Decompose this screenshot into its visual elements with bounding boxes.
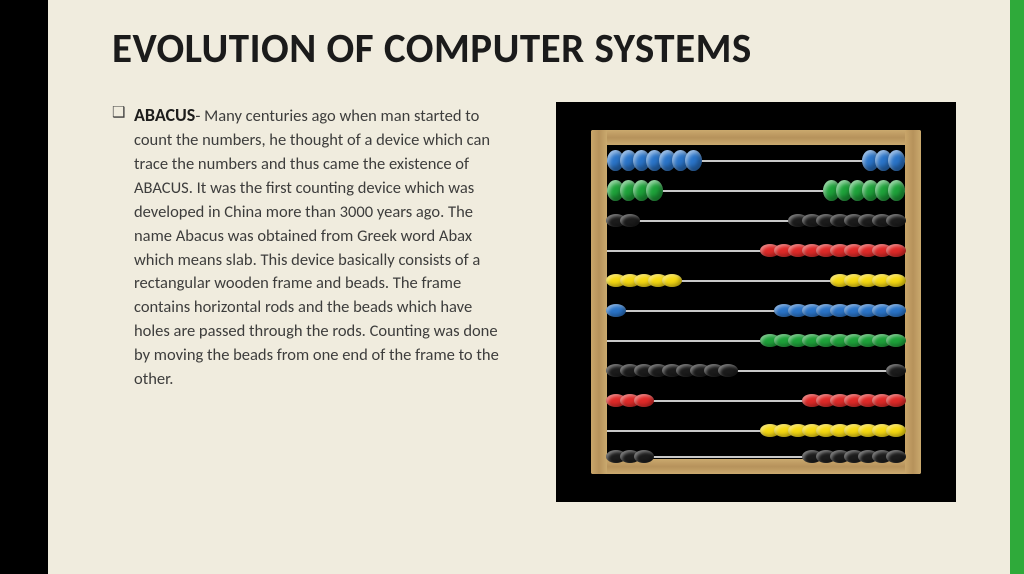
frame-right [905,130,921,474]
content-row: ABACUS- Many centuries ago when man star… [112,102,976,502]
abacus-bead [718,364,738,377]
abacus-bead [646,180,663,201]
abacus-bead-row [607,269,905,291]
slide-content: EVOLUTION OF COMPUTER SYSTEMS ABACUS- Ma… [48,0,1010,574]
abacus-bead [886,394,906,407]
frame-top [591,130,921,145]
abacus-bead [634,394,654,407]
abacus-bead-row [607,149,905,171]
abacus-image [556,102,956,502]
abacus-bead [620,214,640,227]
abacus-bead-row [607,389,905,411]
wavy-left-edge [0,0,48,574]
abacus-bead-row [607,329,905,351]
abacus-bead-row [607,359,905,381]
abacus-bead [888,180,905,201]
abacus-bead [886,244,906,257]
abacus-bead-row [607,419,905,441]
abacus-bead [662,274,682,287]
bullet-lead: ABACUS [134,104,195,126]
abacus-bead [886,364,906,377]
body-text-column: ABACUS- Many centuries ago when man star… [112,102,507,392]
abacus-bead-row [607,445,905,467]
frame-left [591,130,607,474]
abacus-bead-row [607,179,905,201]
abacus-bead [606,304,626,317]
bullet-body: - Many centuries ago when man started to… [134,106,499,389]
abacus-bead [634,450,654,463]
right-accent-stripe [1010,0,1024,574]
abacus-bead-row [607,239,905,261]
abacus-frame [591,130,921,474]
abacus-bead [886,274,906,287]
abacus-bead-row [607,299,905,321]
abacus-bead [886,304,906,317]
abacus-bead [886,334,906,347]
abacus-bead [886,424,906,437]
figure-column [535,102,976,502]
abacus-bead [685,150,702,171]
abacus-bead [886,450,906,463]
slide-title: EVOLUTION OF COMPUTER SYSTEMS [112,24,976,74]
abacus-bead-row [607,209,905,231]
bullet-item: ABACUS- Many centuries ago when man star… [112,102,507,392]
abacus-bead [888,150,905,171]
abacus-bead [886,214,906,227]
